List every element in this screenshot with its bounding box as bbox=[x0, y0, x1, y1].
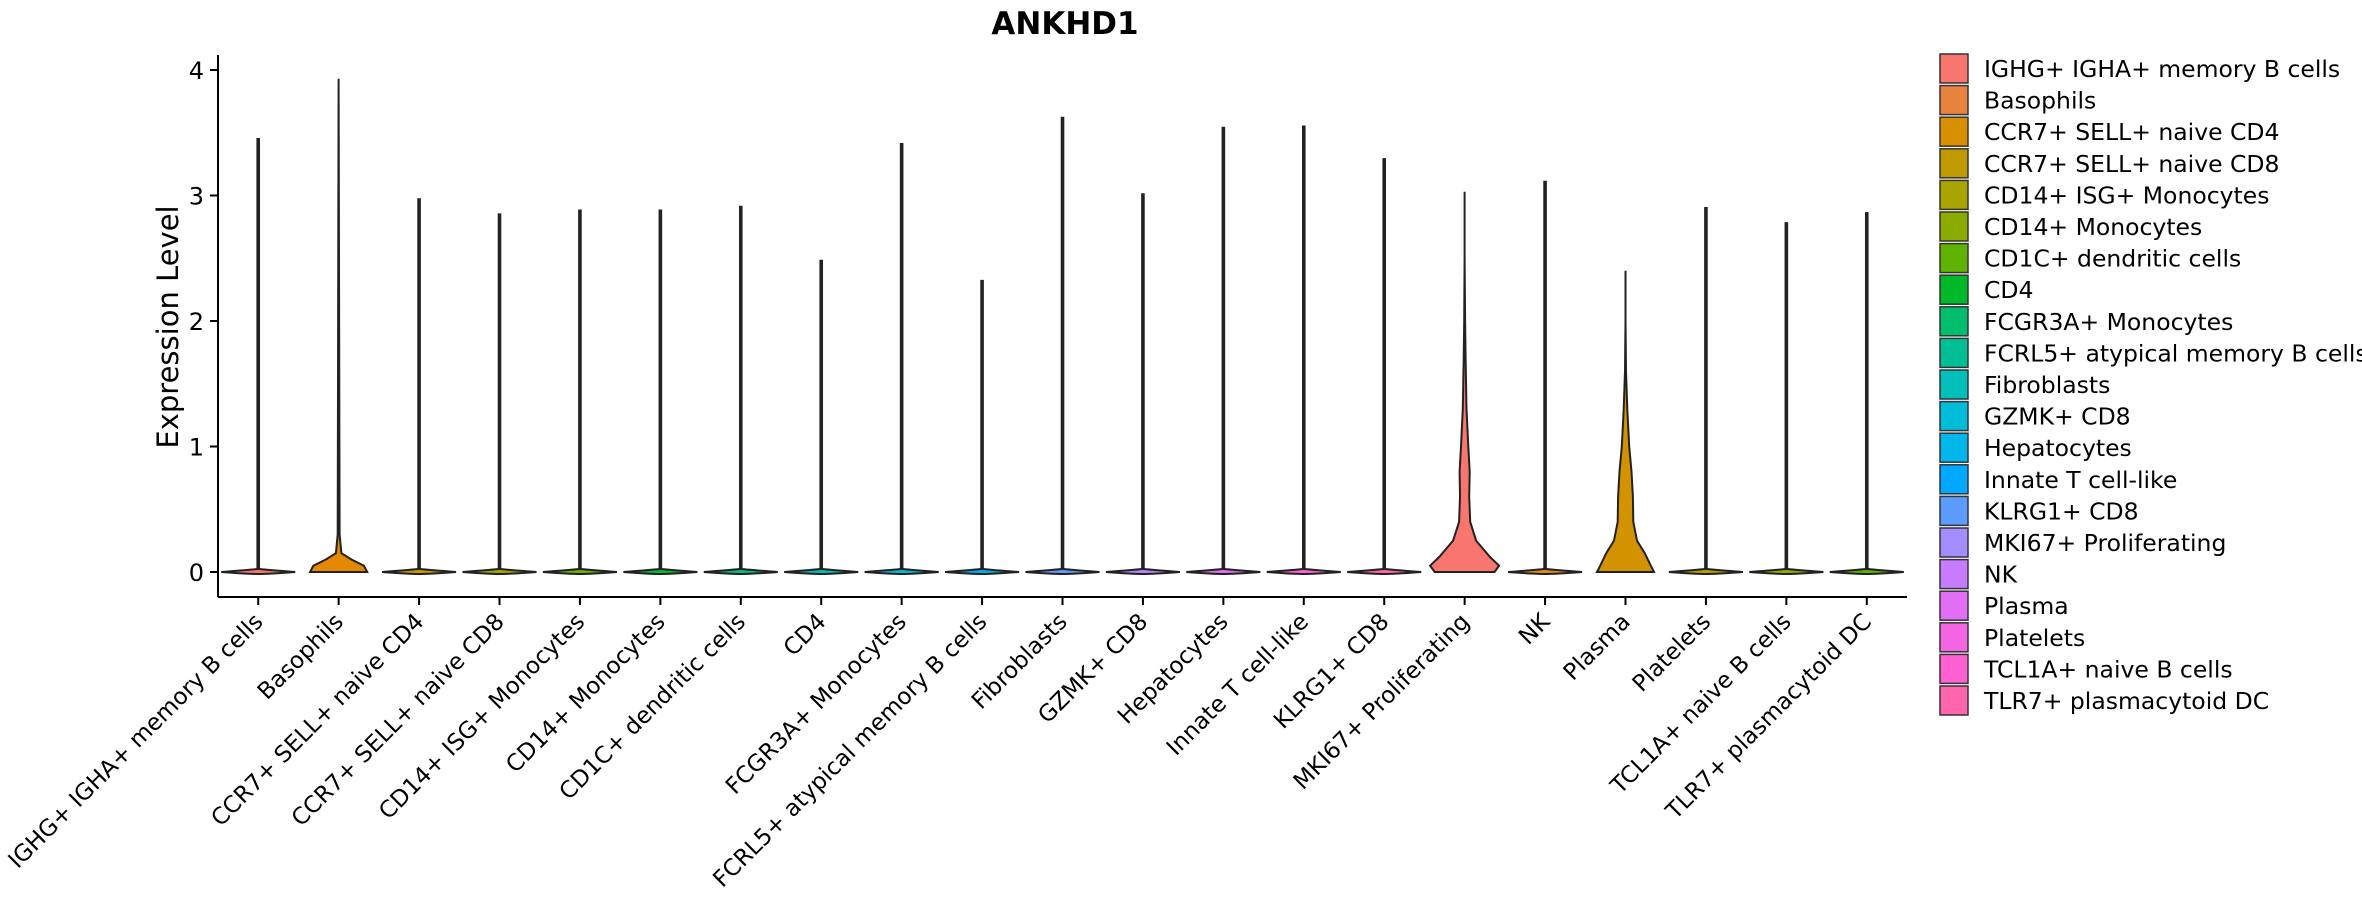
violin-13 bbox=[1186, 126, 1261, 576]
legend-label: Innate T cell-like bbox=[1984, 466, 2177, 494]
legend-key bbox=[1939, 179, 1969, 211]
legend-label: IGHG+ IGHA+ memory B cells bbox=[1984, 55, 2340, 83]
legend-label: CD1C+ dendritic cells bbox=[1984, 245, 2241, 273]
legend-key bbox=[1939, 685, 1969, 716]
violin-5 bbox=[542, 209, 618, 576]
y-axis: 0 1 2 3 4 bbox=[189, 55, 219, 597]
legend-key bbox=[1939, 464, 1969, 495]
x-tick-label: IGHG+ IGHA+ memory B cells bbox=[4, 609, 269, 874]
legend-label: CD14+ Monocytes bbox=[1984, 213, 2202, 241]
legend-key bbox=[1939, 400, 1969, 432]
legend-label: Basophils bbox=[1984, 87, 2096, 115]
y-tick-label: 0 bbox=[189, 559, 204, 587]
violin-7 bbox=[703, 205, 778, 576]
violin-10 bbox=[944, 279, 1020, 576]
legend-label: NK bbox=[1984, 561, 2018, 589]
legend-key bbox=[1939, 653, 1969, 685]
violin-1 bbox=[221, 138, 296, 576]
legend-label: FCRL5+ atypical memory B cells bbox=[1984, 339, 2362, 367]
x-tick-label: Innate T cell-like bbox=[1162, 609, 1314, 761]
legend-label: Plasma bbox=[1984, 592, 2069, 620]
legend-label: Platelets bbox=[1984, 624, 2085, 652]
legend-label: GZMK+ CD8 bbox=[1984, 403, 2131, 431]
legend-key bbox=[1939, 306, 1969, 337]
x-axis: IGHG+ IGHA+ memory B cellsBasophilsCCR7+… bbox=[4, 596, 1907, 893]
legend-label: CD4 bbox=[1984, 276, 2033, 304]
legend-key bbox=[1939, 590, 1969, 621]
violin-20 bbox=[1749, 222, 1824, 576]
x-tick-label: CD4 bbox=[779, 609, 832, 662]
legend-label: CD14+ ISG+ Monocytes bbox=[1984, 181, 2269, 209]
legend-key bbox=[1939, 527, 1969, 558]
legend-key bbox=[1939, 432, 1969, 463]
violin-14 bbox=[1266, 125, 1341, 576]
y-axis-label: Expression Level bbox=[151, 205, 185, 448]
y-tick-label: 2 bbox=[189, 308, 204, 336]
legend-key bbox=[1939, 369, 1969, 400]
x-tick-label: NK bbox=[1514, 608, 1556, 650]
violin-19 bbox=[1668, 207, 1744, 576]
violin-8 bbox=[784, 259, 859, 576]
violin-9 bbox=[864, 143, 939, 576]
legend-key bbox=[1939, 211, 1969, 242]
legend-key bbox=[1939, 274, 1969, 305]
x-tick-label: CD14+ Monocytes bbox=[501, 609, 670, 778]
violin-17 bbox=[1507, 180, 1583, 576]
y-tick-label: 3 bbox=[189, 183, 204, 211]
legend-key bbox=[1939, 242, 1969, 274]
violin-2 bbox=[308, 78, 369, 573]
legend-key bbox=[1939, 337, 1969, 369]
violin-12 bbox=[1105, 193, 1181, 576]
y-tick-label: 4 bbox=[189, 57, 204, 85]
violins bbox=[221, 78, 1904, 576]
legend-label: CCR7+ SELL+ naive CD4 bbox=[1984, 118, 2279, 146]
legend: IGHG+ IGHA+ memory B cells Basophils CCR7+… bbox=[1939, 53, 2362, 716]
legend-label: Hepatocytes bbox=[1984, 434, 2132, 462]
legend-label: Fibroblasts bbox=[1984, 371, 2110, 399]
legend-label: CCR7+ SELL+ naive CD8 bbox=[1984, 150, 2279, 178]
x-tick-label: Plasma bbox=[1559, 609, 1636, 686]
violin-3 bbox=[381, 198, 457, 576]
legend-key bbox=[1939, 495, 1969, 527]
legend-label: KLRG1+ CD8 bbox=[1984, 497, 2139, 525]
legend-label: FCGR3A+ Monocytes bbox=[1984, 308, 2233, 336]
violin-18 bbox=[1595, 270, 1656, 573]
chart-title: ANKHD1 bbox=[991, 6, 1138, 42]
y-tick-label: 1 bbox=[189, 434, 204, 462]
legend-key bbox=[1939, 84, 1969, 116]
legend-key bbox=[1939, 622, 1969, 653]
violin-16 bbox=[1428, 191, 1501, 573]
legend-label: TCL1A+ naive B cells bbox=[1983, 655, 2233, 683]
violin-11 bbox=[1025, 116, 1100, 576]
legend-key bbox=[1939, 558, 1969, 590]
legend-key bbox=[1939, 148, 1969, 179]
legend-key bbox=[1939, 53, 1969, 84]
violin-15 bbox=[1347, 158, 1422, 576]
violin-6 bbox=[623, 209, 698, 576]
legend-label: TLR7+ plasmacytoid DC bbox=[1983, 687, 2269, 715]
legend-label: MKI67+ Proliferating bbox=[1984, 529, 2226, 557]
violin-4 bbox=[462, 213, 537, 576]
legend-key bbox=[1939, 116, 1969, 147]
violin-21 bbox=[1829, 212, 1904, 576]
